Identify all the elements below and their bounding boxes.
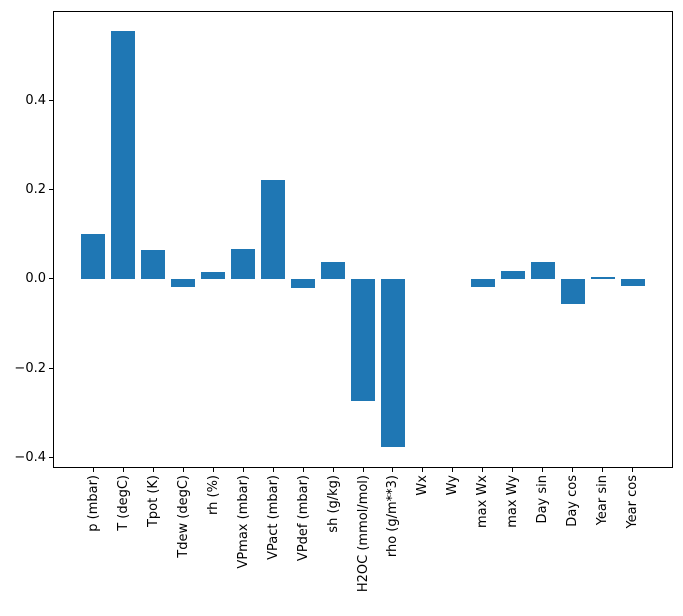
y-tick-label: 0.4: [25, 93, 46, 109]
x-tick-mark: [542, 468, 544, 472]
bar-max Wy: [500, 270, 525, 279]
y-tick-mark: [49, 189, 53, 191]
x-tick-mark: [302, 468, 304, 472]
x-tick-label: Day sin: [535, 475, 551, 524]
x-tick-mark: [242, 468, 244, 472]
x-tick-mark: [602, 468, 604, 472]
y-tick-mark: [49, 367, 53, 369]
x-tick-mark: [122, 468, 124, 472]
x-tick-mark: [182, 468, 184, 472]
x-tick-label: VPmax (mbar): [235, 475, 251, 569]
y-tick-label: 0.2: [25, 182, 46, 198]
x-tick-mark: [452, 468, 454, 472]
bar-VPdef (mbar): [291, 278, 316, 289]
bar-Day cos: [560, 278, 585, 304]
bar-max Wx: [470, 278, 495, 287]
x-tick-label: rho (g/m**3): [385, 475, 401, 558]
x-tick-mark: [152, 468, 154, 472]
y-tick-mark: [49, 100, 53, 102]
x-tick-mark: [392, 468, 394, 472]
x-tick-mark: [212, 468, 214, 472]
bar-Day sin: [530, 261, 555, 279]
x-tick-label: VPact (mbar): [265, 475, 281, 560]
x-tick-mark: [632, 468, 634, 472]
x-tick-label: T (degC): [115, 475, 131, 531]
bar-Year cos: [620, 278, 645, 287]
bar-VPact (mbar): [261, 179, 286, 279]
bar-rho (g/m**3): [380, 278, 405, 448]
y-tick-label: −0.4: [14, 449, 46, 465]
bar-T (degC): [111, 31, 136, 279]
bar-sh (g/kg): [321, 262, 345, 279]
x-tick-mark: [422, 468, 424, 472]
bar-Tpot (K): [141, 249, 166, 279]
x-tick-label: VPdef (mbar): [295, 475, 311, 562]
x-tick-mark: [572, 468, 574, 472]
y-tick-label: 0.0: [25, 271, 46, 287]
x-tick-mark: [512, 468, 514, 472]
bar-Tdew (degC): [171, 278, 196, 287]
x-tick-mark: [92, 468, 94, 472]
x-tick-mark: [362, 468, 364, 472]
bar-p (mbar): [81, 233, 106, 279]
y-tick-mark: [49, 278, 53, 280]
x-tick-label: H2OC (mmol/mol): [355, 475, 371, 593]
x-tick-label: sh (g/kg): [325, 475, 341, 533]
x-tick-label: rh (%): [205, 475, 221, 515]
bar-Year sin: [590, 277, 615, 279]
x-tick-label: Wx: [415, 475, 431, 496]
x-tick-label: max Wy: [505, 475, 521, 528]
x-tick-mark: [272, 468, 274, 472]
bar-VPmax (mbar): [231, 248, 256, 279]
y-tick-label: −0.2: [14, 360, 46, 376]
bar-H2OC (mmol/mol): [351, 278, 375, 401]
x-tick-label: Day cos: [565, 475, 581, 527]
y-tick-mark: [49, 456, 53, 458]
x-tick-label: max Wx: [475, 475, 491, 529]
x-tick-mark: [332, 468, 334, 472]
x-tick-label: p (mbar): [85, 475, 101, 532]
bar-rh (%): [201, 272, 226, 279]
x-tick-label: Tpot (K): [145, 475, 161, 528]
x-tick-label: Year sin: [595, 475, 611, 526]
x-tick-label: Tdew (degC): [175, 475, 191, 558]
x-tick-label: Wy: [445, 475, 461, 496]
x-tick-label: Year cos: [625, 475, 641, 529]
x-tick-mark: [482, 468, 484, 472]
